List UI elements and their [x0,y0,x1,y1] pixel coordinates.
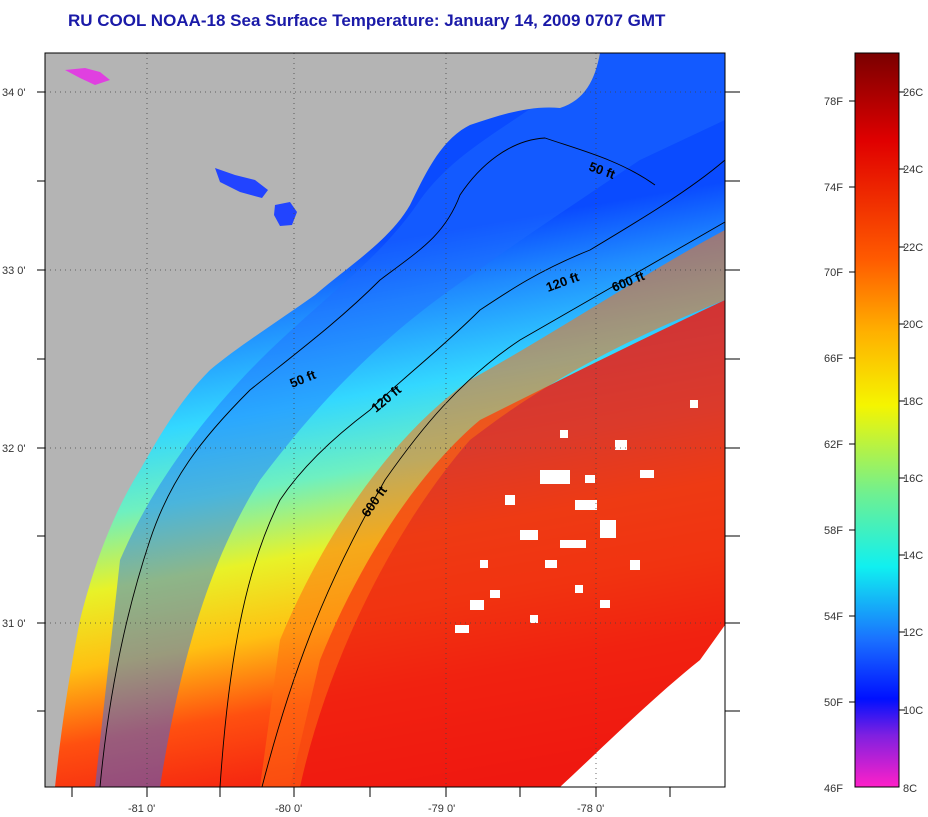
lat-label-31: 31 0' [2,618,26,630]
colorbar-label-f: 74F [824,182,843,194]
colorbar-label-c: 14C [903,550,923,562]
lat-label-32: 32 0' [2,443,26,455]
lon-label-78: -78 0' [577,803,604,815]
colorbar-label-f: 54F [824,611,843,623]
colorbar-ticks [849,91,905,711]
map-frame [44,52,726,788]
colorbar-label-c: 16C [903,473,923,485]
colorbar-label-c: 12C [903,627,923,639]
map-title: RU COOL NOAA-18 Sea Surface Temperature:… [68,11,666,30]
lake [274,202,297,226]
colorbar [854,52,900,788]
colorbar-label-f: 70F [824,267,843,279]
colorbar-label-f: 50F [824,697,843,709]
axis-ticks [37,91,740,797]
graticule [45,53,725,787]
colorbar-label-f: 66F [824,353,843,365]
cloud-pixels [455,400,725,787]
colorbar-label-c: 26C [903,87,923,99]
lat-label-33: 33 0' [2,265,26,277]
lake [65,68,110,85]
colorbar-label-c: 10C [903,705,923,717]
contour-600ft [261,221,725,787]
colorbar-label-f: 62F [824,439,843,451]
colorbar-label-c: 24C [903,164,923,176]
lon-label-79: -79 0' [428,803,455,815]
lake [215,168,268,198]
lon-label-81: -81 0' [128,803,155,815]
contour-120ft [219,159,725,787]
colorbar-label-f: 78F [824,96,843,108]
land-mass [45,53,600,787]
colorbar-label-c: 18C [903,396,923,408]
lat-label-34: 34 0' [2,87,26,99]
colorbar-label-f: 58F [824,525,843,537]
lon-label-80: -80 0' [275,803,302,815]
colorbar-label-c: 22C [903,242,923,254]
contour-50ft [99,137,656,787]
colorbar-label-f: 46F [824,783,843,795]
colorbar-label-c: 20C [903,319,923,331]
colorbar-label-c: 8C [903,783,917,795]
gulf-stream-edge-band [260,230,725,787]
gulf-stream-warm-core [290,300,725,787]
